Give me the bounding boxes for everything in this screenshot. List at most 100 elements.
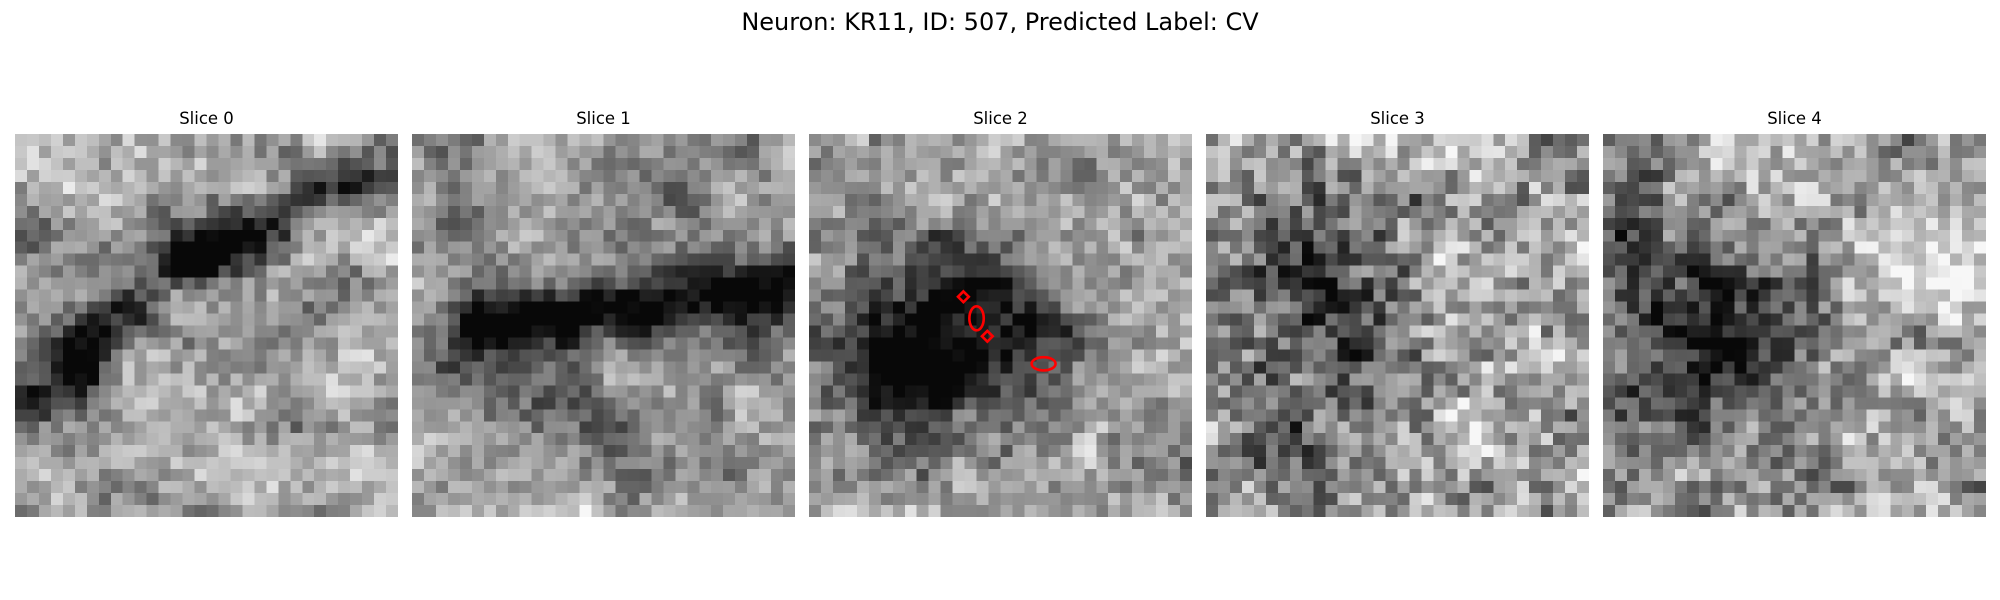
pixel	[1277, 337, 1291, 350]
pixel	[1084, 409, 1097, 422]
pixel	[1469, 145, 1482, 159]
pixel	[687, 193, 700, 207]
pixel	[976, 409, 989, 422]
pixel	[856, 193, 870, 207]
pixel	[146, 385, 159, 398]
pixel	[1445, 385, 1458, 398]
pixel	[591, 361, 604, 374]
pixel	[471, 193, 485, 207]
pixel	[495, 145, 508, 159]
pixel	[1084, 337, 1097, 350]
pixel	[1878, 373, 1891, 386]
pixel	[1662, 361, 1676, 374]
pixel	[507, 421, 520, 434]
pixel	[1854, 169, 1867, 183]
pixel	[1084, 433, 1097, 446]
pixel	[1698, 145, 1711, 159]
pixel	[976, 265, 989, 278]
pixel	[699, 457, 712, 470]
pixel	[627, 301, 640, 314]
pixel	[1217, 325, 1231, 338]
pixel	[507, 493, 520, 506]
pixel	[591, 253, 604, 266]
pixel	[1024, 265, 1037, 278]
pixel	[687, 481, 700, 494]
pixel	[86, 337, 100, 350]
pixel	[1397, 289, 1410, 302]
pixel	[1626, 217, 1640, 230]
pixel	[266, 157, 279, 171]
pixel	[904, 505, 917, 517]
pixel	[435, 229, 449, 242]
pixel	[1481, 493, 1494, 506]
pixel	[1866, 385, 1879, 398]
pixel	[1565, 397, 1578, 410]
pixel	[290, 505, 303, 517]
pixel	[122, 433, 135, 446]
pixel	[1325, 445, 1338, 458]
pixel	[880, 253, 894, 266]
pixel	[856, 493, 870, 506]
pixel	[86, 181, 100, 195]
pixel	[302, 493, 315, 506]
pixel	[1313, 145, 1326, 159]
pixel	[976, 217, 989, 230]
pixel	[1289, 169, 1302, 183]
pixel	[591, 349, 604, 362]
pixel	[1421, 361, 1434, 374]
pixel	[412, 409, 425, 422]
pixel	[350, 277, 363, 290]
pixel	[1722, 253, 1735, 266]
pixel	[1938, 325, 1951, 338]
pixel	[1156, 301, 1169, 314]
pixel	[507, 325, 520, 338]
pixel	[1229, 457, 1243, 470]
pixel	[170, 421, 183, 434]
pixel	[1481, 505, 1494, 517]
pixel	[459, 457, 473, 470]
pixel	[1517, 445, 1530, 458]
pixel	[1662, 157, 1676, 171]
pixel	[230, 217, 243, 230]
pixel	[892, 265, 905, 278]
pixel	[1409, 433, 1422, 446]
pixel	[459, 145, 473, 159]
pixel	[735, 145, 748, 159]
pixel	[374, 373, 387, 386]
pixel	[1120, 349, 1133, 362]
pixel	[1553, 301, 1566, 314]
pixel	[1830, 265, 1843, 278]
pixel	[856, 313, 870, 326]
pixel	[1529, 421, 1542, 434]
pixel	[1349, 373, 1362, 386]
pixel	[519, 469, 532, 482]
pixel	[1277, 397, 1291, 410]
pixel	[567, 445, 580, 458]
pixel	[1361, 361, 1374, 374]
pixel	[362, 265, 375, 278]
pixel	[350, 337, 363, 350]
pixel	[809, 205, 822, 219]
pixel	[1229, 397, 1243, 410]
pixel	[1603, 445, 1616, 458]
pixel	[759, 325, 772, 338]
pixel	[916, 205, 929, 219]
pixel	[1421, 277, 1434, 290]
pixel	[1180, 193, 1192, 207]
pixel	[1758, 385, 1771, 398]
pixel	[326, 217, 339, 230]
pixel	[338, 134, 351, 147]
pixel	[230, 505, 243, 517]
pixel	[423, 157, 437, 171]
pixel	[170, 241, 183, 254]
pixel	[1036, 217, 1049, 230]
pixel	[820, 205, 834, 219]
pixel	[1084, 241, 1097, 254]
pixel	[1373, 457, 1386, 470]
pixel	[832, 385, 846, 398]
pixel	[170, 457, 183, 470]
pixel	[723, 385, 736, 398]
pixel	[1265, 457, 1279, 470]
pixel	[1144, 229, 1157, 242]
pixel	[1878, 313, 1891, 326]
